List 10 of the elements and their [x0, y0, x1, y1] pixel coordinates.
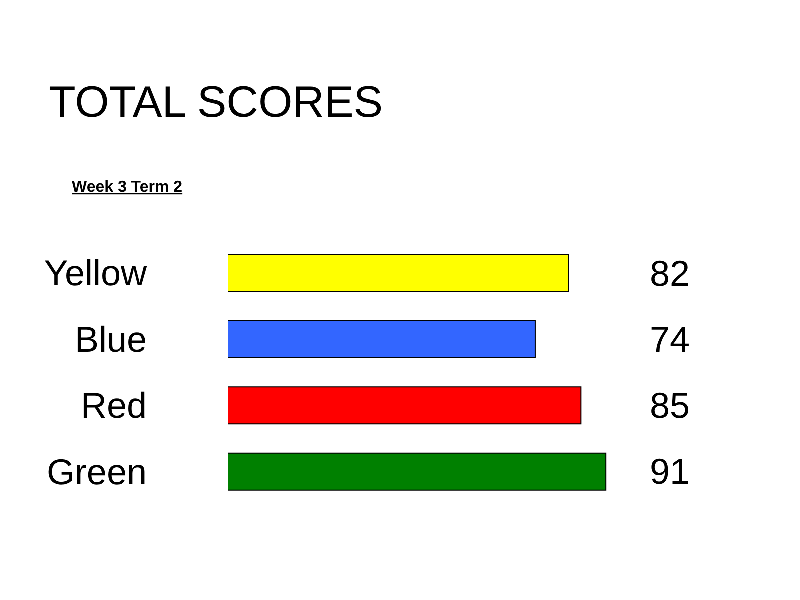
chart-title: TOTAL SCORES: [49, 78, 384, 127]
data-label: 74: [650, 319, 690, 360]
y-tick-label: Yellow: [44, 252, 148, 294]
data-label: 91: [650, 451, 690, 492]
y-tick-label: Green: [46, 451, 147, 492]
chart-subtitle: Week 3 Term 2: [72, 179, 183, 196]
y-tick-label: Blue: [74, 318, 147, 360]
data-label: 85: [650, 385, 690, 426]
y-tick-label: Red: [80, 385, 147, 426]
data-label: 82: [650, 253, 690, 294]
